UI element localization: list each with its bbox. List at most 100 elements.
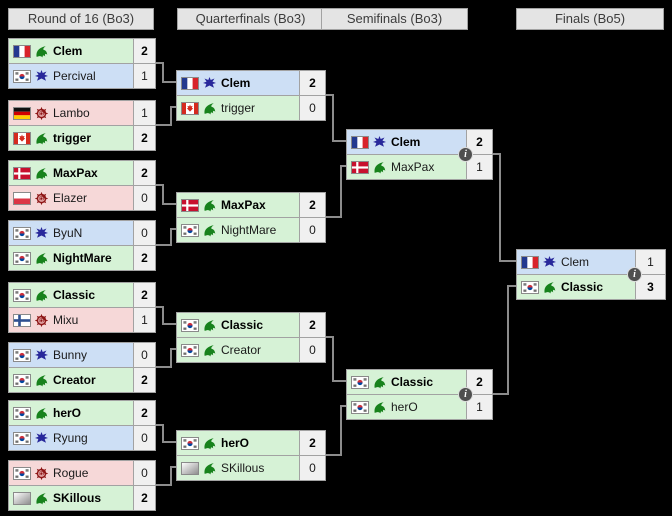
player-name[interactable]: MaxPax	[221, 198, 266, 212]
player-name[interactable]: ByuN	[53, 226, 83, 240]
player-row: SKillous 2	[9, 485, 155, 510]
player-name[interactable]: herO	[391, 400, 418, 414]
player-name[interactable]: Bunny	[53, 348, 88, 362]
match-box: Clem 1 Classic 3	[516, 249, 666, 300]
player-row: Elazer 0	[9, 185, 155, 210]
bracket-connector-line	[156, 366, 172, 368]
player-name[interactable]: Classic	[53, 288, 96, 302]
protoss-icon	[373, 401, 386, 414]
match-box: Classic 2 Creator 0	[176, 312, 326, 363]
player-name[interactable]: MaxPax	[53, 166, 98, 180]
flag-france-icon	[521, 255, 539, 269]
player-row: Bunny 0	[9, 343, 155, 367]
player-name[interactable]: trigger	[221, 101, 256, 115]
score-cell: 2	[299, 193, 325, 217]
match-box: herO 2 Ryung 0	[8, 400, 156, 451]
match-box: ByuN 0 NightMare 2	[8, 220, 156, 271]
score-cell: 0	[133, 186, 155, 210]
protoss-icon	[203, 224, 216, 237]
score-cell: 2	[133, 246, 155, 270]
round-header: Round of 16 (Bo3)	[8, 8, 154, 30]
flag-france-icon	[181, 76, 199, 90]
protoss-icon	[35, 132, 48, 145]
protoss-icon	[203, 199, 216, 212]
info-icon[interactable]: i	[458, 147, 473, 162]
bracket-connector-line	[332, 336, 334, 382]
player-row: Classic 2	[177, 313, 325, 337]
player-name[interactable]: SKillous	[53, 491, 102, 505]
score-cell: 2	[133, 368, 155, 392]
bracket-connector-line	[170, 466, 172, 486]
player-name[interactable]: Clem	[221, 76, 251, 90]
player-row: MaxPax 1	[347, 154, 492, 179]
match-box: Bunny 0 Creator 2	[8, 342, 156, 393]
zerg-icon	[34, 313, 49, 327]
player-name[interactable]: herO	[221, 436, 250, 450]
score-cell: 0	[299, 338, 325, 362]
flag-south-korea-icon	[13, 406, 31, 420]
player-row: Clem 1	[517, 250, 665, 274]
bracket-connector-line	[156, 124, 172, 126]
player-row: Percival 1	[9, 63, 155, 88]
player-row: Classic 2	[9, 283, 155, 307]
player-row: trigger 0	[177, 95, 325, 120]
player-row: Rogue 0	[9, 461, 155, 485]
flag-south-korea-icon	[351, 400, 369, 414]
player-name[interactable]: NightMare	[53, 251, 112, 265]
round-header: Quarterfinals (Bo3)	[177, 8, 324, 30]
match-box: Rogue 0 SKillous 2	[8, 460, 156, 511]
flag-south-korea-icon	[13, 466, 31, 480]
player-name[interactable]: NightMare	[221, 223, 277, 237]
player-name[interactable]: trigger	[53, 131, 92, 145]
bracket-connector-line	[507, 285, 509, 395]
player-name[interactable]: Creator	[221, 343, 262, 357]
terran-icon	[35, 348, 48, 362]
protoss-icon	[203, 102, 216, 115]
flag-canada-icon	[13, 131, 31, 145]
player-name[interactable]: SKillous	[221, 461, 265, 475]
flag-poland-icon	[13, 191, 31, 205]
terran-icon	[203, 76, 216, 90]
player-name[interactable]: Rogue	[53, 466, 89, 480]
flag-south-korea-icon	[181, 436, 199, 450]
bracket-connector-line	[340, 165, 342, 218]
player-name[interactable]: Classic	[391, 375, 434, 389]
player-name[interactable]: Lambo	[53, 106, 90, 120]
player-name[interactable]: Elazer	[53, 191, 88, 205]
score-cell: 0	[299, 456, 325, 480]
info-icon[interactable]: i	[627, 267, 642, 282]
score-cell: 2	[299, 71, 325, 95]
player-name[interactable]: herO	[53, 406, 82, 420]
player-name[interactable]: Mixu	[53, 313, 79, 327]
player-name[interactable]: Percival	[53, 69, 96, 83]
flag-finland-icon	[13, 313, 31, 327]
player-name[interactable]: Creator	[53, 373, 96, 387]
bracket-connector-line	[162, 203, 176, 205]
player-name[interactable]: Clem	[53, 44, 83, 58]
flag-denmark-icon	[181, 198, 199, 212]
match-box: Lambo 1 trigger 2	[8, 100, 156, 151]
player-name[interactable]: MaxPax	[391, 160, 435, 174]
score-cell: 2	[133, 486, 155, 510]
score-cell: 1	[133, 64, 155, 88]
protoss-icon	[35, 374, 48, 387]
flag-south-korea-icon	[181, 343, 199, 357]
protoss-icon	[203, 319, 216, 332]
bracket-connector-line	[162, 62, 164, 83]
player-row: trigger 2	[9, 125, 155, 150]
player-name[interactable]: Classic	[221, 318, 264, 332]
bracket-connector-line	[340, 405, 346, 407]
player-row: herO 2	[177, 431, 325, 455]
score-cell: 0	[133, 426, 155, 450]
score-cell: 1	[133, 308, 155, 332]
protoss-icon	[543, 281, 556, 294]
player-name[interactable]: Clem	[391, 135, 421, 149]
bracket-connector-line	[162, 424, 164, 443]
terran-icon	[35, 69, 48, 83]
player-name[interactable]: Clem	[561, 255, 590, 269]
protoss-icon	[35, 492, 48, 505]
player-name[interactable]: Ryung	[53, 431, 88, 445]
info-icon[interactable]: i	[458, 387, 473, 402]
player-row: ByuN 0	[9, 221, 155, 245]
player-name[interactable]: Classic	[561, 280, 604, 294]
